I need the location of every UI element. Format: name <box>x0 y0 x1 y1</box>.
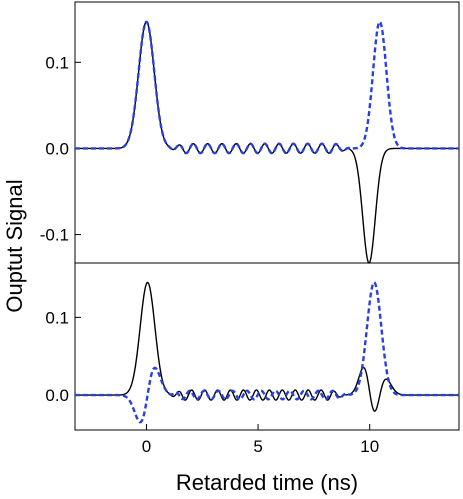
y-tick-label: 0.0 <box>45 139 69 158</box>
x-tick-label: 0 <box>142 437 151 456</box>
top-y-ticks: 0.1 0.0 -0.1 <box>40 53 81 245</box>
top-series-dashed-blue-line <box>74 20 460 155</box>
y-tick-label: 0.1 <box>45 308 69 327</box>
panel-bottom-frame <box>74 262 460 431</box>
bottom-y-ticks: 0.1 0.0 <box>45 308 81 405</box>
y-tick-label: 0.1 <box>45 53 69 72</box>
top-series-solid-black-line <box>74 21 460 264</box>
top-series-lines <box>74 20 460 264</box>
bottom-series-lines <box>74 281 460 424</box>
panel-bottom: 0.1 0.0 0 5 10 <box>45 262 460 456</box>
y-tick-label: -0.1 <box>40 226 69 245</box>
bottom-series-dashed-blue-line <box>74 281 460 424</box>
y-axis-title: Ouptut Signal <box>2 179 27 312</box>
panel-top: 0.1 0.0 -0.1 <box>40 1 460 264</box>
y-tick-label: 0.0 <box>45 386 69 405</box>
x-tick-label: 5 <box>253 437 262 456</box>
x-tick-label: 10 <box>360 437 379 456</box>
x-axis-title: Retarded time (ns) <box>176 470 358 495</box>
bottom-x-ticks: 0 5 10 <box>142 424 379 456</box>
panel-top-frame <box>74 1 460 264</box>
bottom-series-solid-black-line <box>74 281 460 412</box>
